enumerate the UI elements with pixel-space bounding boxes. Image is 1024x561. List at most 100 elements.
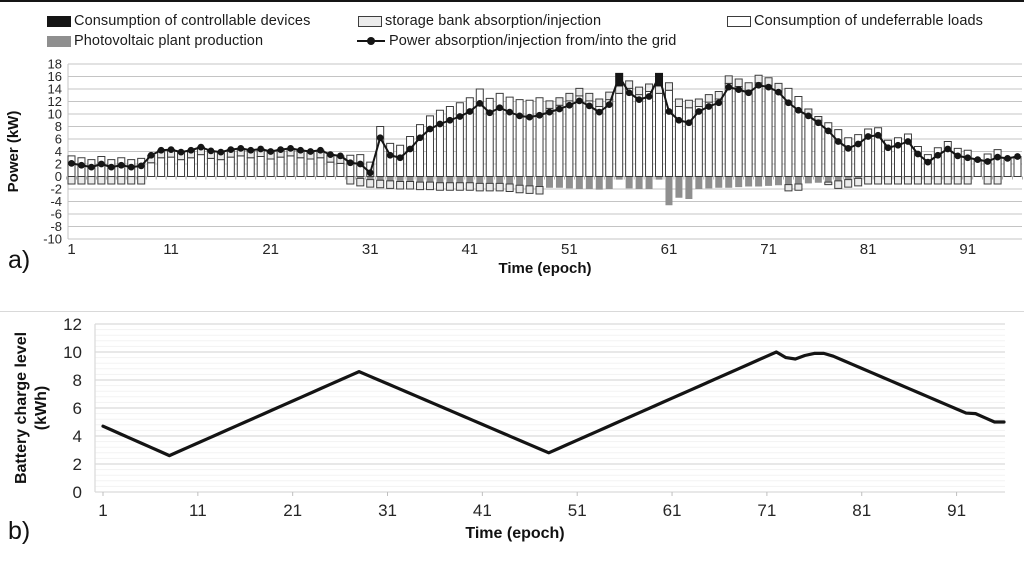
bar-undeferrable	[884, 139, 893, 177]
grid-power-marker	[78, 161, 85, 169]
bar-undeferrable	[993, 149, 1002, 177]
grid-power-marker	[725, 83, 733, 91]
bar-storage-absorption	[575, 87, 584, 97]
grid-power-marker	[1014, 153, 1021, 160]
y-axis-title-b-line1: Battery charge level	[13, 332, 30, 484]
bar-storage-injection	[356, 177, 365, 187]
legend-label-pv: Photovoltaic plant production	[74, 33, 264, 49]
bar-pv	[775, 176, 783, 186]
grid-power-marker	[625, 89, 633, 97]
bar-storage-absorption	[595, 98, 604, 107]
grid-power-marker	[187, 146, 195, 154]
grid-power-marker	[894, 141, 902, 149]
grid-power-marker	[575, 97, 583, 105]
zero-axis-ticks	[66, 176, 1023, 180]
grid-power-marker	[496, 104, 504, 112]
bar-pv	[755, 176, 763, 187]
bar-undeferrable	[605, 99, 614, 177]
bar-undeferrable	[206, 157, 215, 177]
bar-pv	[804, 176, 812, 184]
bar-storage-injection	[416, 181, 425, 191]
grid-power-marker	[675, 116, 683, 124]
bar-pv	[645, 176, 653, 189]
bar-pv	[705, 176, 713, 189]
x-tick-label: 11	[163, 241, 179, 258]
bar-undeferrable	[625, 87, 634, 177]
bar-undeferrable	[525, 99, 534, 177]
x-tick-label: 41	[473, 501, 492, 520]
bar-storage-absorption	[714, 91, 723, 100]
legend-swatch-storage-icon	[358, 15, 382, 27]
bar-undeferrable	[376, 126, 385, 177]
grid-power-marker	[964, 154, 972, 162]
bar-pv	[575, 176, 583, 189]
grid-power-marker	[157, 146, 165, 154]
bar-undeferrable	[485, 97, 494, 177]
y-tick-label: 4	[73, 427, 82, 446]
y-tick-labels-b: 12 10 8 6 4 2 0	[63, 315, 82, 502]
bar-pv	[625, 176, 633, 189]
grid-power-marker	[984, 158, 992, 165]
grid-power-marker	[745, 89, 753, 97]
bar-pv	[446, 176, 454, 183]
x-tick-label: 81	[860, 241, 877, 258]
y-tick-label: -8	[50, 219, 62, 234]
bar-undeferrable	[913, 146, 922, 177]
grid-power-marker	[824, 127, 832, 135]
grid-power-marker	[864, 133, 872, 140]
bar-storage-injection	[894, 176, 903, 185]
bar-storage-absorption	[565, 92, 574, 102]
bar-storage-injection	[963, 176, 972, 185]
grid-power-marker	[506, 108, 514, 116]
bar-pv	[536, 176, 544, 187]
bar-storage-absorption	[545, 100, 554, 109]
bar-pv	[715, 176, 723, 188]
bar-storage-injection	[525, 185, 534, 194]
bar-undeferrable	[246, 157, 255, 177]
bar-storage-injection	[903, 176, 912, 185]
bar-pv	[735, 176, 743, 188]
bar-undeferrable	[316, 157, 325, 177]
bar-storage-absorption	[724, 75, 733, 84]
x-tick-label: 31	[378, 501, 397, 520]
bar-storage-injection	[475, 182, 484, 192]
grid-power-marker	[785, 99, 792, 107]
grid-power-marker	[546, 108, 553, 116]
bar-pv	[526, 176, 534, 186]
bar-undeferrable	[983, 153, 992, 177]
grid-power-marker	[386, 151, 394, 159]
bar-undeferrable	[724, 82, 733, 177]
y-tick-label: -4	[50, 194, 62, 209]
bar-undeferrable	[953, 147, 962, 177]
bar-storage-injection	[87, 176, 96, 185]
bar-pv	[366, 176, 374, 180]
grid-power-marker	[924, 158, 932, 166]
bar-pv	[486, 176, 494, 184]
x-tick-label: 61	[661, 241, 678, 258]
bar-undeferrable	[326, 161, 335, 177]
grid-power-marker	[227, 146, 235, 154]
grid-power-marker	[177, 148, 185, 156]
bar-storage-injection	[406, 181, 415, 190]
x-tick-label: 61	[663, 501, 682, 520]
y-tick-label: 6	[55, 132, 62, 147]
bar-storage-injection	[923, 176, 932, 185]
legend-swatch-controllable-icon	[47, 15, 71, 27]
grid-power-marker	[366, 169, 374, 177]
grid-power-marker	[207, 147, 215, 155]
grid-power-marker	[605, 101, 613, 109]
bar-pv	[814, 176, 822, 183]
bar-undeferrable	[744, 89, 753, 177]
bar-pv	[386, 176, 394, 181]
bar-storage-absorption	[734, 78, 743, 87]
bar-pv	[745, 176, 753, 187]
y-tick-label: 6	[73, 399, 82, 418]
bar-pv	[605, 176, 613, 189]
bar-storage-injection	[874, 176, 883, 185]
major-gridlines-b	[95, 323, 1005, 493]
grid-power-marker	[117, 161, 125, 169]
bar-undeferrable	[764, 84, 773, 177]
bar-undeferrable	[694, 106, 703, 177]
